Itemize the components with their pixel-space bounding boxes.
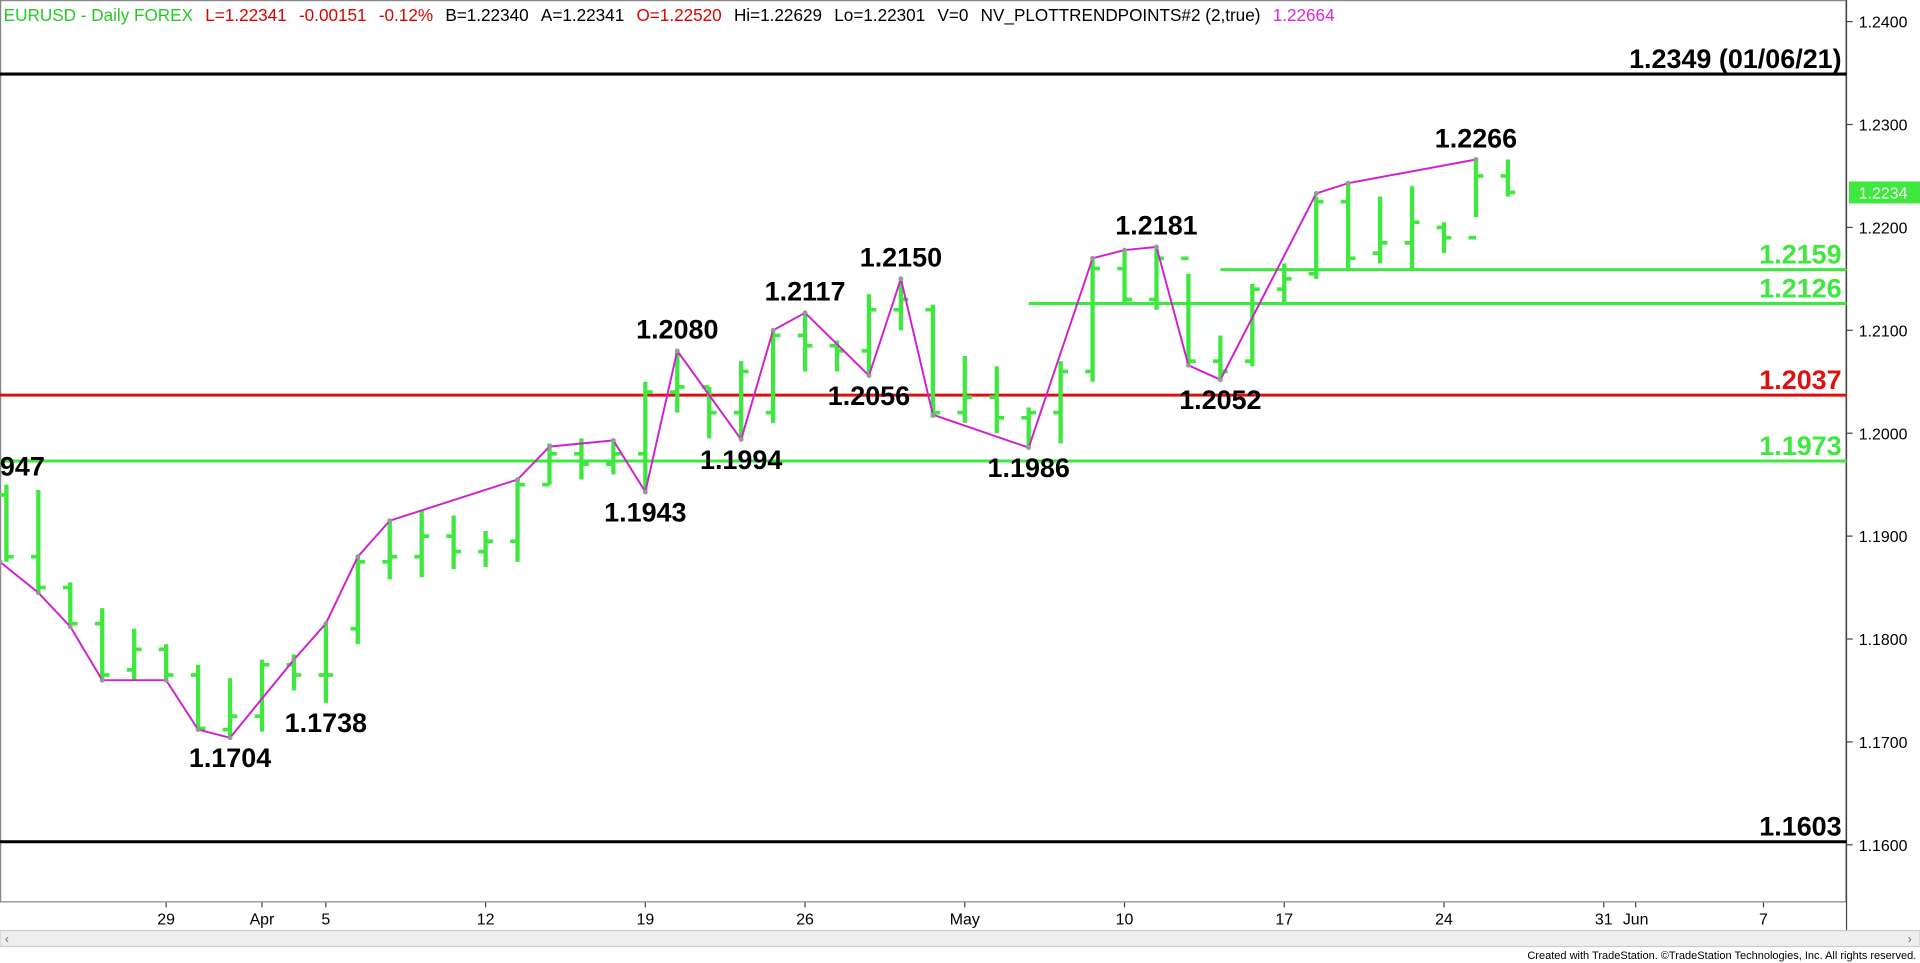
y-tick-label: 1.2200 (1859, 221, 1908, 238)
y-tick-label: 1.2100 (1859, 323, 1908, 340)
trend-point (1313, 191, 1319, 196)
trend-point (387, 518, 393, 524)
header-item: B=1.22340 (445, 5, 528, 25)
level-label: 1.1973 (1759, 431, 1841, 461)
header-item: EURUSD - Daily FOREX (4, 5, 194, 25)
x-tick-label: 17 (1275, 911, 1293, 928)
header-item: Lo=1.22301 (834, 5, 925, 25)
header-item: -0.12% (379, 5, 433, 25)
x-tick-label: Apr (250, 911, 275, 928)
last-price-box (1848, 181, 1920, 204)
x-tick-label: 7 (1759, 911, 1768, 928)
y-tick-label: 1.2400 (1859, 15, 1908, 32)
header-item: 1.22664 (1273, 5, 1335, 25)
trend-point (195, 727, 201, 733)
trend-point (163, 677, 169, 683)
level-label: 1.2037 (1759, 365, 1841, 395)
plot-area (0, 72, 1847, 844)
pivot-label: 1.1994 (700, 445, 782, 475)
pivot-label: 1.1704 (189, 743, 271, 773)
y-tick-label: 1.2300 (1859, 118, 1908, 135)
y-tick-label: 1.2000 (1859, 426, 1908, 443)
pivot-label: 1.2056 (828, 381, 910, 411)
last-price-label: 1.2234 (1859, 186, 1908, 203)
pivot-label: 1.2266 (1435, 123, 1517, 153)
trend-point (355, 554, 361, 560)
header-item: V=0 (937, 5, 968, 25)
header-item: NV_PLOTTRENDPOINTS#2 (2,true) (981, 5, 1261, 25)
level-label: 1.2126 (1759, 273, 1841, 303)
trend-point (291, 657, 297, 663)
footer: Created with TradeStation. ©TradeStation… (1527, 950, 1916, 962)
scroll-left[interactable]: ‹ (5, 932, 9, 946)
x-tick-label: 24 (1435, 911, 1453, 928)
trend-point (802, 310, 808, 316)
trend-point (738, 436, 744, 442)
header-item: A=1.22341 (541, 5, 624, 25)
trend-point (35, 590, 41, 596)
scrollbar[interactable] (0, 929, 1920, 948)
x-tick-label: 12 (477, 911, 495, 928)
trend-point (323, 621, 329, 627)
pivot-label: 1.1986 (988, 453, 1070, 483)
x-tick-label: 19 (636, 911, 654, 928)
x-tick-label: Jun (1623, 911, 1649, 928)
trend-point (642, 489, 648, 495)
trend-point (1185, 362, 1191, 368)
y-tick-label: 1.1700 (1859, 735, 1908, 752)
pivot-label: 1.1943 (604, 497, 686, 527)
y-tick-label: 1.1600 (1859, 838, 1908, 855)
trend-point (1345, 180, 1351, 186)
pivot-label: 1.1738 (285, 708, 367, 738)
pivot-label: 1.2150 (860, 243, 942, 273)
trend-point (0, 559, 3, 565)
trend-point (1090, 255, 1096, 261)
trend-point (1217, 377, 1223, 383)
trend-point (898, 276, 904, 282)
header: EURUSD - Daily FOREX L=1.22341 -0.00151 -0.… (4, 5, 1335, 25)
trend-point (515, 477, 520, 482)
header-item: L=1.22341 (205, 5, 286, 25)
scroll-right[interactable]: › (1908, 932, 1912, 946)
trend-point (547, 444, 552, 450)
pivot-label: 947 (0, 452, 45, 482)
trend-point (67, 624, 73, 630)
x-tick-label: 26 (796, 911, 814, 928)
y-tick-label: 1.1900 (1859, 529, 1908, 546)
trend-point (770, 327, 776, 333)
trend-point (1154, 244, 1159, 250)
trend-point (866, 373, 872, 379)
trend-point (674, 348, 680, 354)
trend-point (1026, 445, 1032, 451)
header-item: -0.00151 (299, 5, 367, 25)
level-label: 1.2349 (01/06/21) (1629, 44, 1842, 74)
header-item: Hi=1.22629 (734, 5, 822, 25)
trend-point (1473, 157, 1479, 162)
trend-point (610, 437, 616, 443)
x-tick-label: May (950, 911, 980, 928)
trend-point (99, 677, 105, 683)
level-label: 1.1603 (1759, 812, 1841, 842)
pivot-label: 1.2052 (1179, 385, 1261, 415)
trend-point (930, 412, 936, 418)
x-tick-label: 10 (1116, 911, 1134, 928)
trend-point (227, 735, 233, 741)
header-item: O=1.22520 (636, 5, 721, 25)
pivot-label: 1.2080 (636, 315, 718, 345)
y-tick-label: 1.1800 (1859, 632, 1908, 649)
level-label: 1.2159 (1759, 239, 1841, 269)
pivot-label: 1.2117 (765, 277, 846, 307)
pivot-label: 1.2181 (1115, 211, 1197, 241)
x-tick-label: 5 (321, 911, 330, 928)
trend-point (1122, 247, 1127, 253)
x-tick-label: 29 (157, 911, 175, 928)
x-tick-label: 31 (1595, 911, 1613, 928)
